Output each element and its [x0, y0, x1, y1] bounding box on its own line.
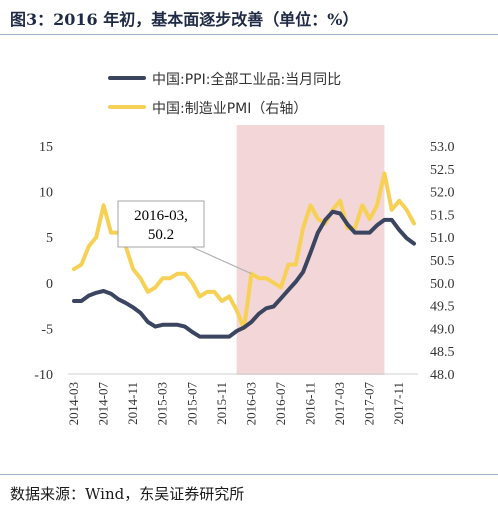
right-axis-tick-label: 53.0 — [430, 140, 455, 155]
x-axis-tick-label: 2015-11 — [214, 382, 229, 425]
annotation: 2016-03, 50.2 — [117, 200, 252, 275]
annotation-box — [117, 200, 205, 248]
source-note: 数据来源：Wind，东吴证券研究所 — [10, 485, 245, 503]
x-axis-tick-label: 2016-07 — [273, 382, 288, 426]
x-axis-tick-label: 2016-11 — [303, 382, 318, 425]
right-axis-tick-label: 52.5 — [430, 163, 455, 178]
right-axis-ticks: 53.0 52.5 52.0 51.5 51.0 50.5 50.0 49.5 49.0 48.5… — [430, 140, 455, 383]
right-axis-tick-label: 52.0 — [430, 186, 455, 201]
x-axis-tick-label: 2015-03 — [155, 382, 170, 425]
left-axis-tick-label: -5 — [41, 322, 53, 337]
x-axis-tick-label: 2014-07 — [96, 382, 111, 426]
x-axis: 2014-03 2014-07 2014-11 2015-03 2015-07 2015-… — [66, 373, 418, 426]
right-axis-tick-label: 48.0 — [430, 368, 455, 383]
legend-label-ppi: 中国:PPI:全部工业品:当月同比 — [152, 71, 341, 88]
source-bar: 数据来源：Wind，东吴证券研究所 — [0, 474, 498, 508]
left-axis-ticks: 15 10 5 0 -5 -10 — [34, 140, 53, 383]
legend: 中国:PPI:全部工业品:当月同比 中国:制造业PMI（右轴） — [108, 71, 341, 117]
series-line-ppi — [72, 209, 416, 339]
annotation-text-line1: 2016-03, — [134, 208, 188, 224]
x-axis-tick-label: 2017-03 — [332, 382, 347, 425]
annotation-text-line2: 50.2 — [148, 227, 174, 243]
right-axis-tick-label: 50.5 — [430, 254, 455, 269]
left-axis-tick-label: 10 — [39, 186, 53, 201]
title-bar: 图3：2016 年初，基本面逐步改善（单位：%） — [0, 0, 498, 35]
left-axis-tick-label: 5 — [46, 231, 53, 246]
annotation-leader — [191, 246, 252, 275]
x-axis-tick-label: 2014-11 — [125, 382, 140, 425]
right-axis-tick-label: 49.5 — [430, 300, 455, 315]
right-axis-tick-label: 48.5 — [430, 345, 455, 360]
x-axis-tick-label: 2014-03 — [66, 382, 81, 425]
series-layer — [72, 171, 416, 339]
left-axis-tick-label: 0 — [46, 277, 53, 292]
right-axis-tick-label: 49.0 — [430, 322, 455, 337]
left-axis-tick-label: 15 — [39, 140, 53, 155]
x-axis-tick-label: 2017-07 — [362, 382, 377, 426]
x-axis-tick-label: 2016-03 — [243, 382, 258, 425]
x-axis-tick-label: 2015-07 — [184, 382, 199, 426]
legend-label-pmi: 中国:制造业PMI（右轴） — [152, 101, 307, 117]
right-axis-tick-label: 51.5 — [430, 208, 455, 223]
chart: 中国:PPI:全部工业品:当月同比 中国:制造业PMI（右轴） 15 10 5 0 -5… — [34, 71, 455, 426]
figure-title: 图3：2016 年初，基本面逐步改善（单位：%） — [10, 10, 359, 29]
x-axis-tick-label: 2017-11 — [391, 382, 406, 425]
right-axis-tick-label: 51.0 — [430, 231, 455, 246]
left-axis-tick-label: -10 — [34, 368, 53, 383]
right-axis-tick-label: 50.0 — [430, 277, 455, 292]
